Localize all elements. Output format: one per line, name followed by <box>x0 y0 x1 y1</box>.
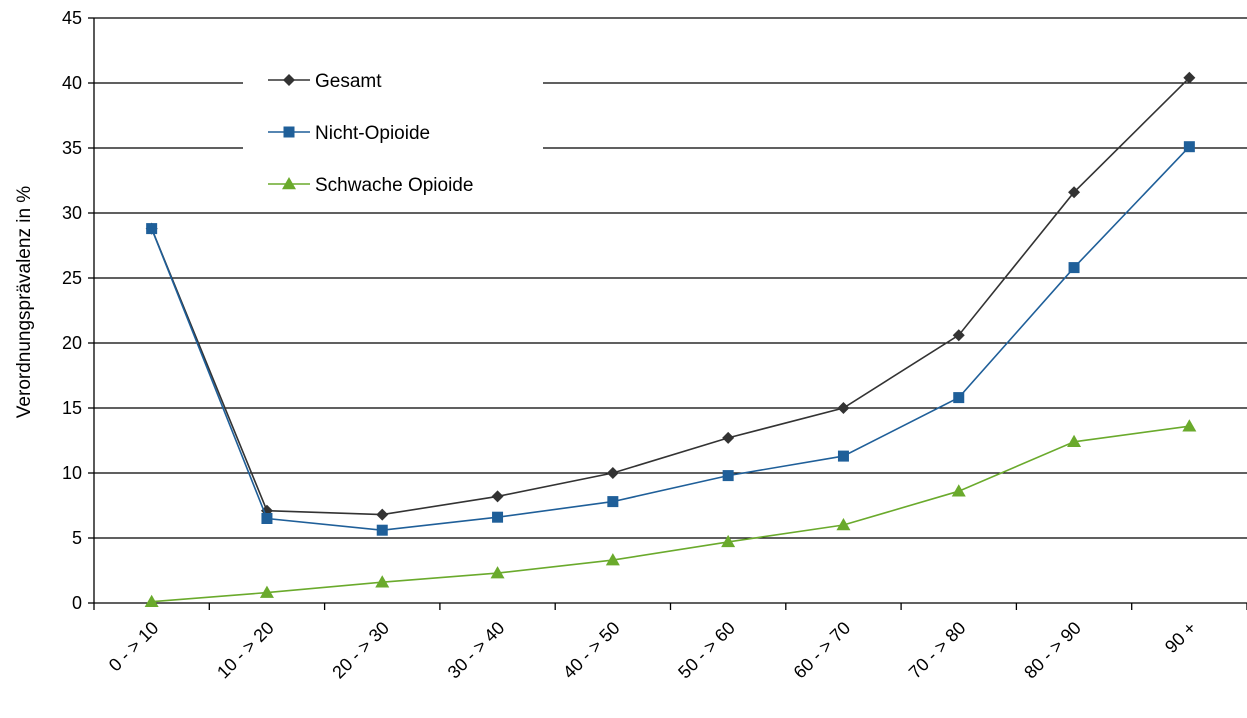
data-point <box>261 513 273 524</box>
data-point <box>1068 186 1081 199</box>
data-point <box>605 553 620 566</box>
series-lines <box>144 71 1197 607</box>
data-point <box>259 585 274 598</box>
y-axis-title: Verordnungsprävalenz in % <box>14 186 35 418</box>
data-point <box>490 566 505 579</box>
data-point <box>722 470 734 482</box>
data-point <box>492 511 504 523</box>
data-point <box>1068 262 1080 274</box>
legend: Gesamt Nicht-Opioide Schwache Opioide <box>243 55 543 196</box>
y-tick-label: 30 <box>62 203 82 223</box>
y-tick-label: 5 <box>72 528 82 548</box>
data-point <box>952 329 965 342</box>
data-point <box>376 508 389 521</box>
data-point <box>375 575 390 588</box>
series-line <box>151 425 1190 603</box>
data-point <box>953 392 965 404</box>
data-point <box>1067 434 1082 448</box>
data-point <box>722 431 735 444</box>
data-point <box>607 496 619 508</box>
data-point <box>376 524 388 536</box>
data-point <box>491 490 504 503</box>
legend-label: Nicht-Opioide <box>315 123 430 144</box>
legend-marker <box>282 177 296 190</box>
y-tick-label: 45 <box>62 8 82 28</box>
data-point <box>146 223 158 235</box>
legend-label: Schwache Opioide <box>315 175 473 196</box>
x-tick-label: 30 - > 40 <box>444 618 509 683</box>
series-nicht-opioide <box>146 141 1195 536</box>
x-tick-label: 80 - > 90 <box>1020 618 1085 683</box>
x-tick-label: 90 + <box>1161 618 1200 657</box>
data-point <box>951 484 966 497</box>
y-tick-label: 25 <box>62 268 82 288</box>
x-tick-label: 10 - > 20 <box>213 618 278 683</box>
data-point <box>606 467 619 479</box>
x-tick-label: 20 - > 30 <box>328 618 393 683</box>
y-tick-label: 40 <box>62 73 82 93</box>
data-point <box>836 518 851 531</box>
data-point <box>721 534 736 548</box>
x-tick-label: 70 - > 80 <box>905 618 970 683</box>
series-line <box>150 77 1190 516</box>
y-tick-label: 15 <box>62 398 82 418</box>
data-point <box>837 402 850 414</box>
data-point <box>1183 71 1196 84</box>
series-schwache-opioide <box>144 419 1197 607</box>
axes <box>88 17 1247 610</box>
data-point <box>144 594 159 607</box>
data-point <box>1183 141 1195 153</box>
x-tick-label: 50 - > 60 <box>674 618 739 683</box>
y-tick-label: 35 <box>62 138 82 158</box>
data-point <box>837 450 849 462</box>
y-tick-label: 0 <box>72 593 82 613</box>
y-tick-label: 10 <box>62 463 82 483</box>
x-tick-label: 0 - > 10 <box>105 618 163 676</box>
series-line <box>150 146 1190 532</box>
x-tick-labels: 0 - > 10 10 - > 20 20 - > 30 30 - > 40 40 - … <box>105 618 1200 683</box>
x-tick-label: 60 - > 70 <box>790 618 855 683</box>
y-tick-label: 20 <box>62 333 82 353</box>
legend-label: Gesamt <box>315 71 382 92</box>
y-tick-labels: 0 5 10 15 20 25 30 35 40 45 <box>62 8 82 613</box>
legend-marker <box>283 74 295 86</box>
data-point <box>1182 419 1197 432</box>
legend-marker <box>283 126 295 138</box>
x-tick-label: 40 - > 50 <box>559 618 624 683</box>
